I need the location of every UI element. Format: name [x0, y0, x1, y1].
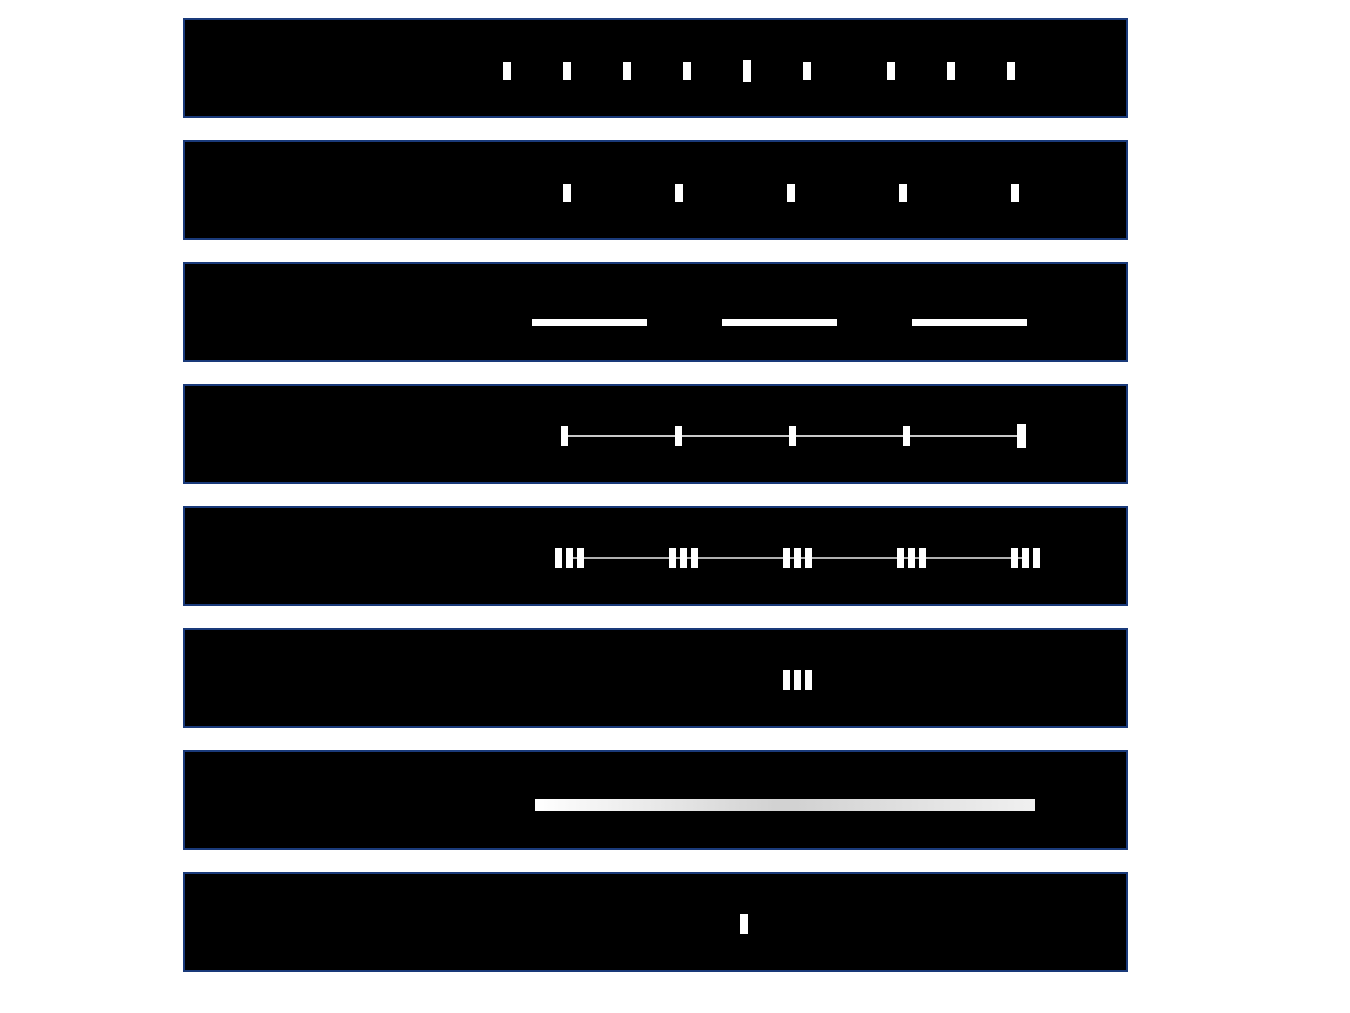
panel-4-mark-1 — [561, 426, 568, 446]
panel-1-mark-3 — [683, 62, 691, 80]
panel-5-mark-11 — [908, 548, 915, 568]
panel-4-mark-2 — [675, 426, 682, 446]
panel-7 — [183, 750, 1128, 850]
panel-4-mark-3 — [789, 426, 796, 446]
panel-3-mark-1 — [722, 319, 837, 326]
panel-4-mark-5 — [1017, 424, 1026, 448]
panel-5-mark-1 — [555, 548, 562, 568]
panel-5-mark-8 — [794, 548, 801, 568]
panel-5-mark-13 — [1011, 548, 1018, 568]
panel-1-mark-0 — [503, 62, 511, 80]
panel-5-mark-2 — [566, 548, 573, 568]
panel-6-mark-1 — [794, 670, 801, 690]
panel-5-mark-14 — [1022, 548, 1029, 568]
panel-5 — [183, 506, 1128, 606]
panel-4-mark-4 — [903, 426, 910, 446]
panel-5-mark-4 — [669, 548, 676, 568]
panel-3-mark-2 — [912, 319, 1027, 326]
panel-2-mark-1 — [675, 184, 683, 202]
panel-1-mark-8 — [1007, 62, 1015, 80]
panel-6-mark-0 — [783, 670, 790, 690]
panel-6-mark-2 — [805, 670, 812, 690]
panel-2-mark-2 — [787, 184, 795, 202]
panel-5-mark-9 — [805, 548, 812, 568]
panel-2-mark-0 — [563, 184, 571, 202]
panel-8-mark-0 — [740, 914, 748, 934]
panel-6 — [183, 628, 1128, 728]
panel-5-mark-0 — [573, 557, 1029, 559]
panel-5-mark-15 — [1033, 548, 1040, 568]
panel-5-mark-6 — [691, 548, 698, 568]
panel-2-mark-3 — [899, 184, 907, 202]
panel-2 — [183, 140, 1128, 240]
panel-1-mark-2 — [623, 62, 631, 80]
panel-5-mark-12 — [919, 548, 926, 568]
panel-1-mark-4 — [743, 60, 751, 82]
panel-5-mark-10 — [897, 548, 904, 568]
panel-2-mark-4 — [1011, 184, 1019, 202]
figure-canvas — [0, 0, 1350, 1013]
panel-8 — [183, 872, 1128, 972]
panel-1-mark-6 — [887, 62, 895, 80]
panel-3 — [183, 262, 1128, 362]
panel-1-mark-1 — [563, 62, 571, 80]
panel-1 — [183, 18, 1128, 118]
panel-3-mark-0 — [532, 319, 647, 326]
panel-1-mark-5 — [803, 62, 811, 80]
panel-4 — [183, 384, 1128, 484]
panel-7-mark-0 — [535, 799, 1035, 811]
panel-5-mark-5 — [680, 548, 687, 568]
panel-5-mark-3 — [577, 548, 584, 568]
panel-1-mark-7 — [947, 62, 955, 80]
panel-5-mark-7 — [783, 548, 790, 568]
